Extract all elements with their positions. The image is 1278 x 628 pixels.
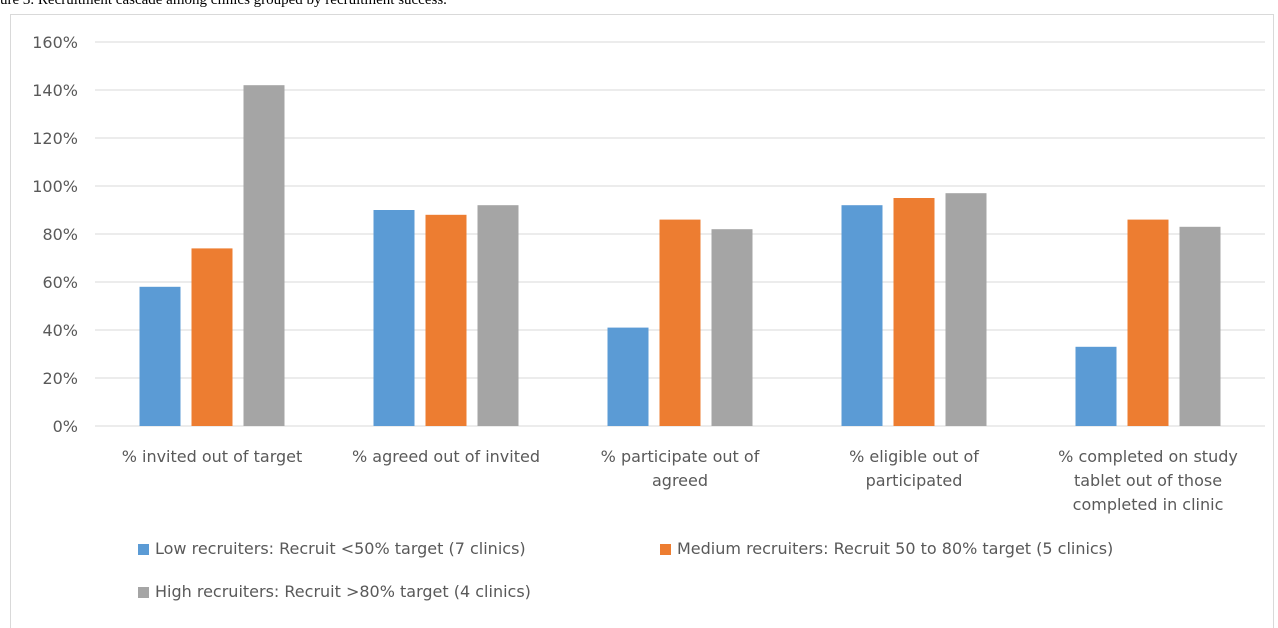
bar <box>659 219 701 426</box>
x-tick-label: participated <box>866 471 963 490</box>
bar <box>711 229 753 426</box>
legend-label: Medium recruiters: Recruit 50 to 80% tar… <box>677 539 1113 558</box>
y-tick-label: 20% <box>42 369 78 388</box>
bars <box>139 85 1221 426</box>
y-tick-label: 160% <box>32 33 78 52</box>
x-tick-label: % participate out of <box>601 447 760 466</box>
bar <box>139 286 181 426</box>
x-tick-label: agreed <box>652 471 708 490</box>
chart-frame <box>10 14 1274 628</box>
y-tick-label: 60% <box>42 273 78 292</box>
bar <box>607 327 649 426</box>
x-axis: % invited out of target % agreed out of i… <box>122 447 1238 514</box>
y-tick-label: 120% <box>32 129 78 148</box>
x-tick-label: % invited out of target <box>122 447 303 466</box>
bar <box>1075 346 1117 426</box>
bar <box>841 205 883 426</box>
bar <box>1127 219 1169 426</box>
x-tick-label: completed in clinic <box>1073 495 1224 514</box>
bar <box>373 210 415 426</box>
bar <box>477 205 519 426</box>
y-tick-label: 0% <box>53 417 78 436</box>
legend-swatch <box>138 587 149 598</box>
y-tick-label: 140% <box>32 81 78 100</box>
gridlines <box>95 41 1265 427</box>
y-tick-label: 40% <box>42 321 78 340</box>
legend-swatch <box>138 544 149 555</box>
y-tick-label: 80% <box>42 225 78 244</box>
legend-label: Low recruiters: Recruit <50% target (7 c… <box>155 539 526 558</box>
legend-label: High recruiters: Recruit >80% target (4 … <box>155 582 531 601</box>
x-tick-label: % completed on study <box>1058 447 1238 466</box>
bar <box>893 198 935 426</box>
bar <box>1179 226 1221 426</box>
legend: Low recruiters: Recruit <50% target (7 c… <box>138 539 1113 601</box>
legend-swatch <box>660 544 671 555</box>
x-tick-label: tablet out of those <box>1074 471 1222 490</box>
x-tick-label: % agreed out of invited <box>352 447 540 466</box>
bar <box>945 193 987 426</box>
y-tick-label: 100% <box>32 177 78 196</box>
bar <box>425 214 467 426</box>
bar <box>191 248 233 426</box>
bar <box>243 85 285 426</box>
figure-caption: ure 3. Recruitment cascade among clinics… <box>0 0 447 8</box>
y-axis: 0% 20% 40% 60% 80% 100% 120% 140% 160% <box>32 33 78 436</box>
x-tick-label: % eligible out of <box>849 447 979 466</box>
